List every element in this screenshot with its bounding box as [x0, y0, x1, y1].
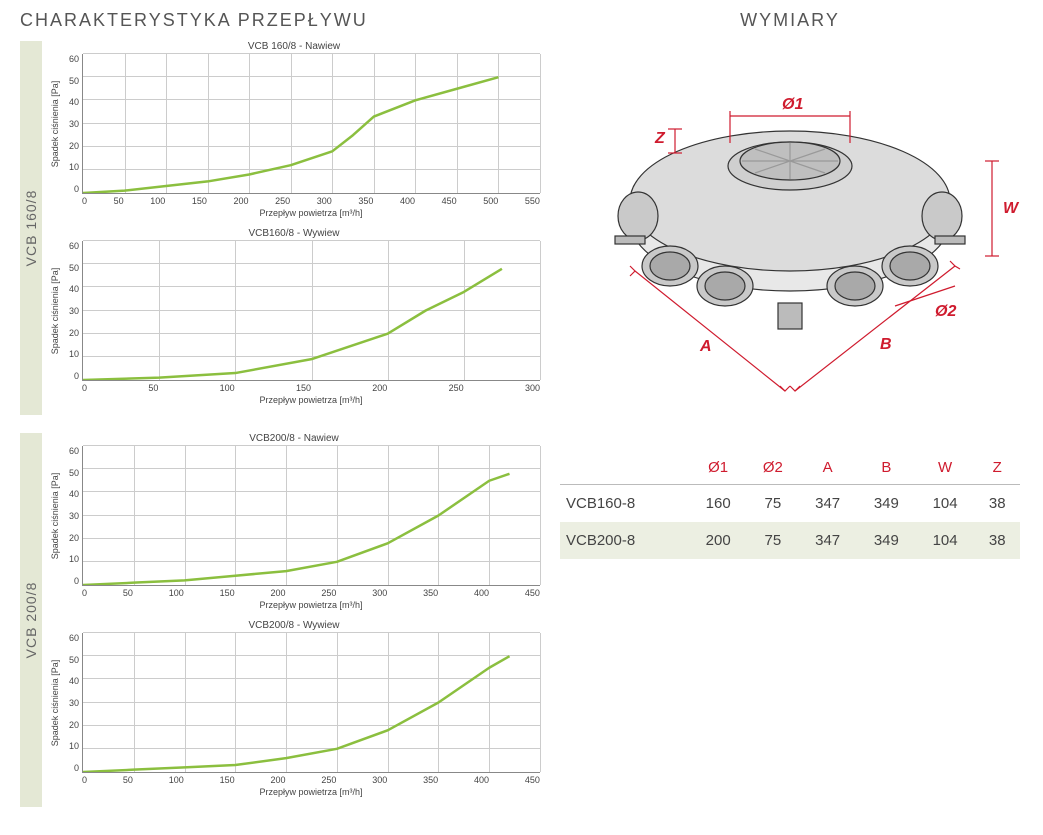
dim-cell: 104 [916, 522, 975, 559]
dim-label-b: B [880, 336, 892, 353]
group-tab: VCB 160/8 [20, 41, 42, 415]
dim-cell: 104 [916, 485, 975, 523]
pressure-flow-chart: VCB160/8 - Wywiew Spadek ciśnienia [Pa]01… [48, 228, 540, 405]
dim-label-w: W [1003, 200, 1020, 217]
x-axis-label: Przepływ powietrza [m³/h] [82, 787, 540, 797]
chart-title: VCB160/8 - Wywiew [48, 228, 540, 239]
dim-cell: 160 [689, 485, 748, 523]
dim-cell: VCB160-8 [560, 485, 689, 523]
chart-group: VCB 160/8 VCB 160/8 - Nawiew Spadek ciśnie… [20, 41, 540, 415]
chart-group: VCB 200/8 VCB200/8 - Nawiew Spadek ciśnien… [20, 433, 540, 807]
dim-header-cell: Ø2 [748, 451, 799, 485]
plot-area [82, 446, 540, 586]
dim-label-o2: Ø2 [935, 303, 956, 320]
technical-drawing: Ø1 Z W Ø2 A B [560, 71, 1020, 411]
dim-cell: 38 [974, 522, 1020, 559]
y-axis-label: Spadek ciśnienia [Pa] [50, 660, 60, 747]
flow-characteristics-section: CHARAKTERYSTYKA PRZEPŁYWU VCB 160/8VCB 1… [20, 10, 540, 825]
y-axis-label: Spadek ciśnienia [Pa] [50, 81, 60, 168]
y-ticks: 0102030405060 [62, 446, 82, 586]
dim-cell: 347 [798, 522, 857, 559]
plot-area [82, 54, 540, 194]
pressure-flow-chart: VCB 160/8 - NawiewSpadek ciśnienia [Pa]0… [48, 41, 540, 218]
y-ticks: 0102030405060 [62, 241, 82, 381]
table-row: VCB200-82007534734910438 [560, 522, 1020, 559]
dim-cell: VCB200-8 [560, 522, 689, 559]
group-tab-label: VCB 160/8 [23, 190, 39, 267]
dim-header-cell: A [798, 451, 857, 485]
dim-cell: 347 [798, 485, 857, 523]
chart-title: VCB200/8 - Nawiew [48, 433, 540, 444]
dim-cell: 349 [857, 522, 916, 559]
table-row: VCB160-81607534734910438 [560, 485, 1020, 523]
dim-header-cell: B [857, 451, 916, 485]
x-axis-label: Przepływ powietrza [m³/h] [82, 600, 540, 610]
dim-cell: 200 [689, 522, 748, 559]
dimensions-table: Ø1Ø2ABWZ VCB160-81607534734910438VCB200-… [560, 451, 1020, 559]
y-axis-label: Spadek ciśnienia [Pa] [50, 268, 60, 355]
pressure-flow-chart: VCB200/8 - Wywiew Spadek ciśnienia [Pa]01… [48, 620, 540, 797]
x-ticks: 050100150200250300 [82, 381, 540, 393]
x-ticks: 050100150200250300350400450 [82, 773, 540, 785]
dim-cell: 75 [748, 485, 799, 523]
dim-header-cell: W [916, 451, 975, 485]
dim-header-cell: Ø1 [689, 451, 748, 485]
group-tab-label: VCB 200/8 [23, 582, 39, 659]
chart-title: VCB 160/8 - Nawiew [48, 41, 540, 52]
pressure-flow-chart: VCB200/8 - Nawiew Spadek ciśnienia [Pa]01… [48, 433, 540, 610]
dim-label-o1: Ø1 [782, 96, 803, 113]
dim-header-cell [560, 451, 689, 485]
section-title-right: WYMIARY [560, 10, 1020, 31]
section-title-left: CHARAKTERYSTYKA PRZEPŁYWU [20, 10, 540, 31]
group-tab: VCB 200/8 [20, 433, 42, 807]
dim-cell: 349 [857, 485, 916, 523]
dim-cell: 75 [748, 522, 799, 559]
x-axis-label: Przepływ powietrza [m³/h] [82, 208, 540, 218]
x-ticks: 050100150200250300350400450 [82, 586, 540, 598]
y-ticks: 0102030405060 [62, 633, 82, 773]
plot-area [82, 633, 540, 773]
y-ticks: 0102030405060 [62, 54, 82, 194]
dim-label-a: A [699, 338, 712, 355]
x-ticks: 050100150200250300350400450500550 [82, 194, 540, 206]
plot-area [82, 241, 540, 381]
dim-label-z: Z [654, 130, 666, 147]
x-axis-label: Przepływ powietrza [m³/h] [82, 395, 540, 405]
dim-cell: 38 [974, 485, 1020, 523]
y-axis-label: Spadek ciśnienia [Pa] [50, 473, 60, 560]
dim-header-cell: Z [974, 451, 1020, 485]
chart-title: VCB200/8 - Wywiew [48, 620, 540, 631]
dimensions-section: WYMIARY [540, 10, 1020, 825]
